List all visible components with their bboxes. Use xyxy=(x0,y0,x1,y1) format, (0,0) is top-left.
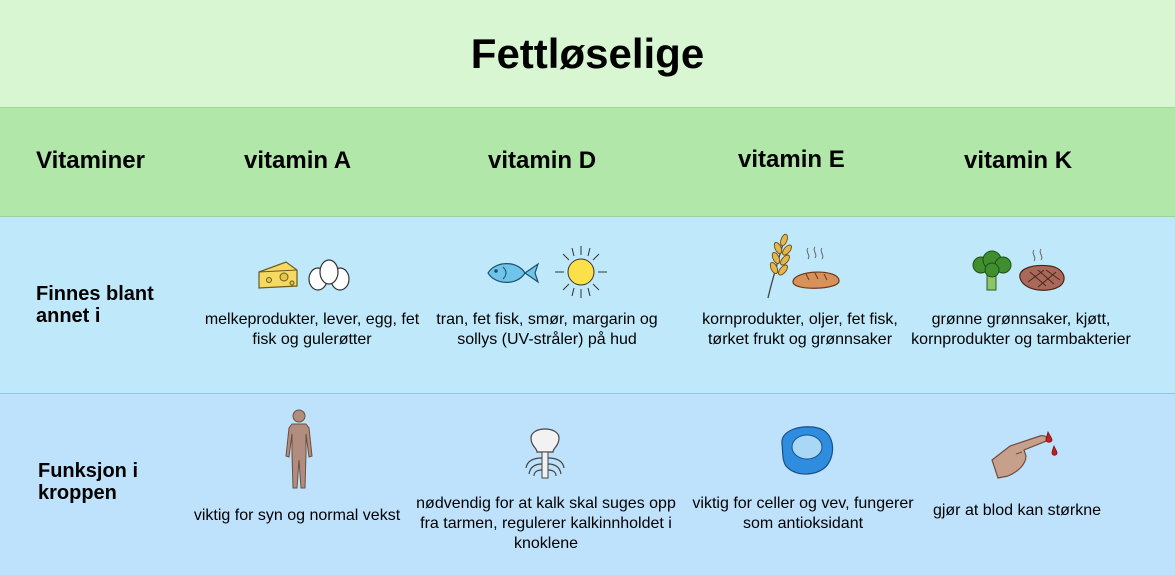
wheat-icon xyxy=(767,233,792,299)
skeleton-icon xyxy=(525,428,565,479)
function-row xyxy=(0,394,1175,575)
header-label-vitaminer: Vitaminer xyxy=(36,147,145,174)
cheese-icon xyxy=(258,261,298,289)
row-label-function: Funksjon i kroppen xyxy=(38,460,138,504)
header-vitamin-d: vitamin D xyxy=(488,147,597,174)
broccoli-icon xyxy=(972,250,1012,291)
function-vitamin-a: viktig for syn og normal vekst xyxy=(193,507,401,524)
row-label-sources: Finnes blant annet i xyxy=(36,283,154,327)
sun-icon xyxy=(555,246,607,298)
function-vitamin-e: viktig for celler og vev, fungerer som a… xyxy=(692,495,914,532)
sources-row xyxy=(0,217,1175,394)
cell-icon xyxy=(781,426,834,475)
sources-vitamin-e: kornprodukter, oljer, fet fisk, tørket f… xyxy=(702,311,898,348)
fish-icon xyxy=(487,262,540,284)
function-vitamin-k: gjør at blod kan størkne xyxy=(932,502,1102,519)
header-vitamin-e: vitamin E xyxy=(738,146,845,173)
header-vitamin-a: vitamin A xyxy=(244,147,352,174)
bread-icon xyxy=(792,246,840,289)
bleeding-finger-icon xyxy=(991,430,1058,479)
page-title: Fettløselige xyxy=(470,30,705,77)
steak-icon xyxy=(1019,248,1065,291)
function-vitamin-d: nødvendig for at kalk skal suges opp fra… xyxy=(416,495,676,552)
header-vitamin-k: vitamin K xyxy=(964,147,1073,174)
sources-vitamin-d: tran, fet fisk, smør, margarin og sollys… xyxy=(436,311,658,348)
sources-vitamin-k: grønne grønnsaker, kjøtt, kornprodukter … xyxy=(911,311,1131,348)
title-band xyxy=(0,0,1175,108)
eggs-icon xyxy=(308,259,350,291)
human-body-icon xyxy=(285,409,313,489)
header-band xyxy=(0,108,1175,217)
sources-vitamin-a: melkeprodukter, lever, egg, fet fisk og … xyxy=(204,311,420,348)
